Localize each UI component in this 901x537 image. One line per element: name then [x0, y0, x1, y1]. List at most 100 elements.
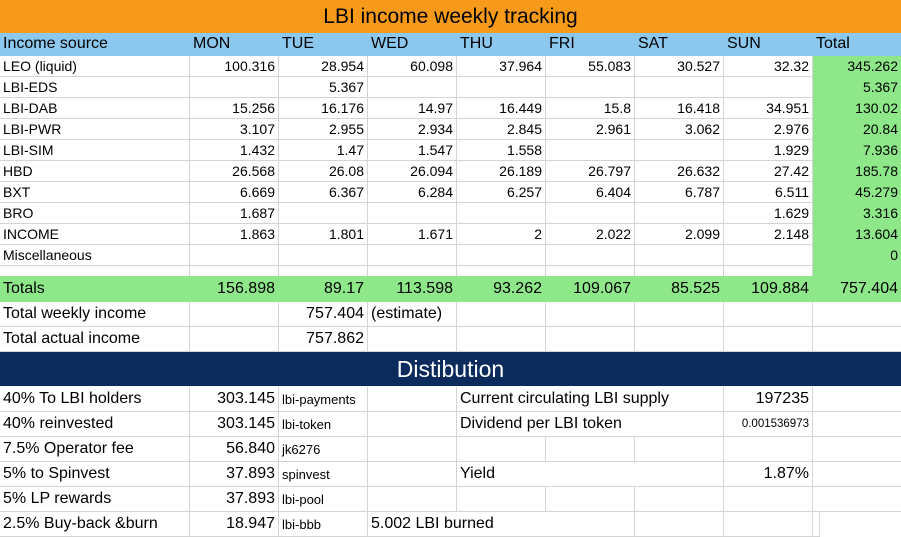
actual-income-value[interactable]: 757.862	[279, 327, 368, 352]
total-tue[interactable]: 89.17	[279, 276, 368, 302]
cell-thu[interactable]: 2	[457, 224, 546, 245]
empty-cell[interactable]	[724, 266, 813, 276]
cell-tue[interactable]: 6.367	[279, 182, 368, 203]
empty-cell[interactable]	[724, 327, 813, 352]
cell-total[interactable]: 13.604	[813, 224, 901, 245]
cell-wed[interactable]: 1.671	[368, 224, 457, 245]
empty-cell[interactable]	[813, 387, 901, 412]
empty-cell[interactable]	[457, 266, 546, 276]
empty-cell[interactable]	[546, 302, 635, 327]
cell-mon[interactable]: 1.863	[190, 224, 279, 245]
empty-cell[interactable]	[635, 327, 724, 352]
empty-cell[interactable]	[813, 512, 820, 537]
row-source[interactable]: INCOME	[0, 224, 190, 245]
cell-wed[interactable]: 2.934	[368, 119, 457, 140]
row-source[interactable]: LBI-DAB	[0, 98, 190, 119]
cell-sat[interactable]	[635, 140, 724, 161]
cell-wed[interactable]	[368, 203, 457, 224]
empty-cell[interactable]	[813, 327, 901, 352]
cell-fri[interactable]: 2.961	[546, 119, 635, 140]
dist-value[interactable]: 303.145	[190, 412, 279, 437]
empty-cell[interactable]	[0, 266, 190, 276]
cell-mon[interactable]: 100.316	[190, 56, 279, 77]
dist-account[interactable]: spinvest	[279, 462, 368, 487]
cell-tue[interactable]	[279, 203, 368, 224]
header-sun[interactable]: SUN	[724, 33, 813, 56]
empty-cell[interactable]	[368, 412, 457, 437]
cell-total[interactable]: 5.367	[813, 77, 901, 98]
cell-sun[interactable]: 6.511	[724, 182, 813, 203]
cell-fri[interactable]	[546, 203, 635, 224]
cell-thu[interactable]	[457, 203, 546, 224]
cell-fri[interactable]	[546, 245, 635, 266]
empty-cell[interactable]	[279, 266, 368, 276]
cell-sat[interactable]	[635, 203, 724, 224]
dist-account[interactable]: lbi-pool	[279, 487, 368, 512]
cell-wed[interactable]: 26.094	[368, 161, 457, 182]
row-source[interactable]: BXT	[0, 182, 190, 203]
dist-label[interactable]: 7.5% Operator fee	[0, 437, 190, 462]
empty-cell[interactable]	[457, 437, 546, 462]
yield-label[interactable]: Yield	[457, 462, 724, 487]
cell-sun[interactable]: 34.951	[724, 98, 813, 119]
dist-label[interactable]: 5% to Spinvest	[0, 462, 190, 487]
empty-cell[interactable]	[724, 302, 813, 327]
empty-cell[interactable]	[635, 302, 724, 327]
empty-cell[interactable]	[368, 387, 457, 412]
cell-fri[interactable]	[546, 140, 635, 161]
cell-total[interactable]: 45.279	[813, 182, 901, 203]
yield-value[interactable]: 1.87%	[724, 462, 813, 487]
cell-sat[interactable]: 16.418	[635, 98, 724, 119]
header-total[interactable]: Total	[813, 33, 901, 56]
cell-sat[interactable]: 6.787	[635, 182, 724, 203]
empty-cell[interactable]	[546, 327, 635, 352]
cell-sun[interactable]	[724, 77, 813, 98]
cell-thu[interactable]: 37.964	[457, 56, 546, 77]
row-source[interactable]: Miscellaneous	[0, 245, 190, 266]
cell-total[interactable]: 185.78	[813, 161, 901, 182]
header-thu[interactable]: THU	[457, 33, 546, 56]
header-mon[interactable]: MON	[190, 33, 279, 56]
cell-tue[interactable]: 1.801	[279, 224, 368, 245]
row-source[interactable]: LBI-PWR	[0, 119, 190, 140]
cell-tue[interactable]: 5.367	[279, 77, 368, 98]
cell-tue[interactable]	[279, 245, 368, 266]
empty-cell[interactable]	[368, 266, 457, 276]
cell-thu[interactable]: 16.449	[457, 98, 546, 119]
cell-sat[interactable]: 26.632	[635, 161, 724, 182]
cell-mon[interactable]: 6.669	[190, 182, 279, 203]
cell-total[interactable]: 0	[813, 245, 901, 266]
cell-thu[interactable]: 2.845	[457, 119, 546, 140]
cell-wed[interactable]	[368, 245, 457, 266]
cell-fri[interactable]: 6.404	[546, 182, 635, 203]
cell-sun[interactable]: 2.148	[724, 224, 813, 245]
cell-sat[interactable]: 30.527	[635, 56, 724, 77]
empty-cell[interactable]	[190, 266, 279, 276]
empty-cell[interactable]	[724, 512, 813, 537]
empty-cell[interactable]	[813, 412, 901, 437]
row-source[interactable]: LBI-SIM	[0, 140, 190, 161]
cell-sun[interactable]: 2.976	[724, 119, 813, 140]
cell-mon[interactable]: 1.687	[190, 203, 279, 224]
empty-cell[interactable]	[813, 302, 901, 327]
cell-thu[interactable]: 6.257	[457, 182, 546, 203]
empty-cell[interactable]	[635, 437, 724, 462]
cell-fri[interactable]: 15.8	[546, 98, 635, 119]
empty-cell[interactable]	[546, 437, 635, 462]
empty-cell[interactable]	[190, 327, 279, 352]
cell-fri[interactable]	[546, 77, 635, 98]
cell-sun[interactable]: 1.929	[724, 140, 813, 161]
empty-cell[interactable]	[635, 266, 724, 276]
dist-account[interactable]: lbi-bbb	[279, 512, 368, 537]
actual-income-label[interactable]: Total actual income	[0, 327, 190, 352]
cell-wed[interactable]: 14.97	[368, 98, 457, 119]
dist-account[interactable]: lbi-payments	[279, 387, 368, 412]
cell-sat[interactable]	[635, 245, 724, 266]
cell-fri[interactable]: 2.022	[546, 224, 635, 245]
dist-account[interactable]: jk6276	[279, 437, 368, 462]
empty-cell[interactable]	[190, 302, 279, 327]
empty-cell[interactable]	[457, 487, 546, 512]
cell-sun[interactable]	[724, 245, 813, 266]
dist-value[interactable]: 303.145	[190, 387, 279, 412]
dist-value[interactable]: 56.840	[190, 437, 279, 462]
